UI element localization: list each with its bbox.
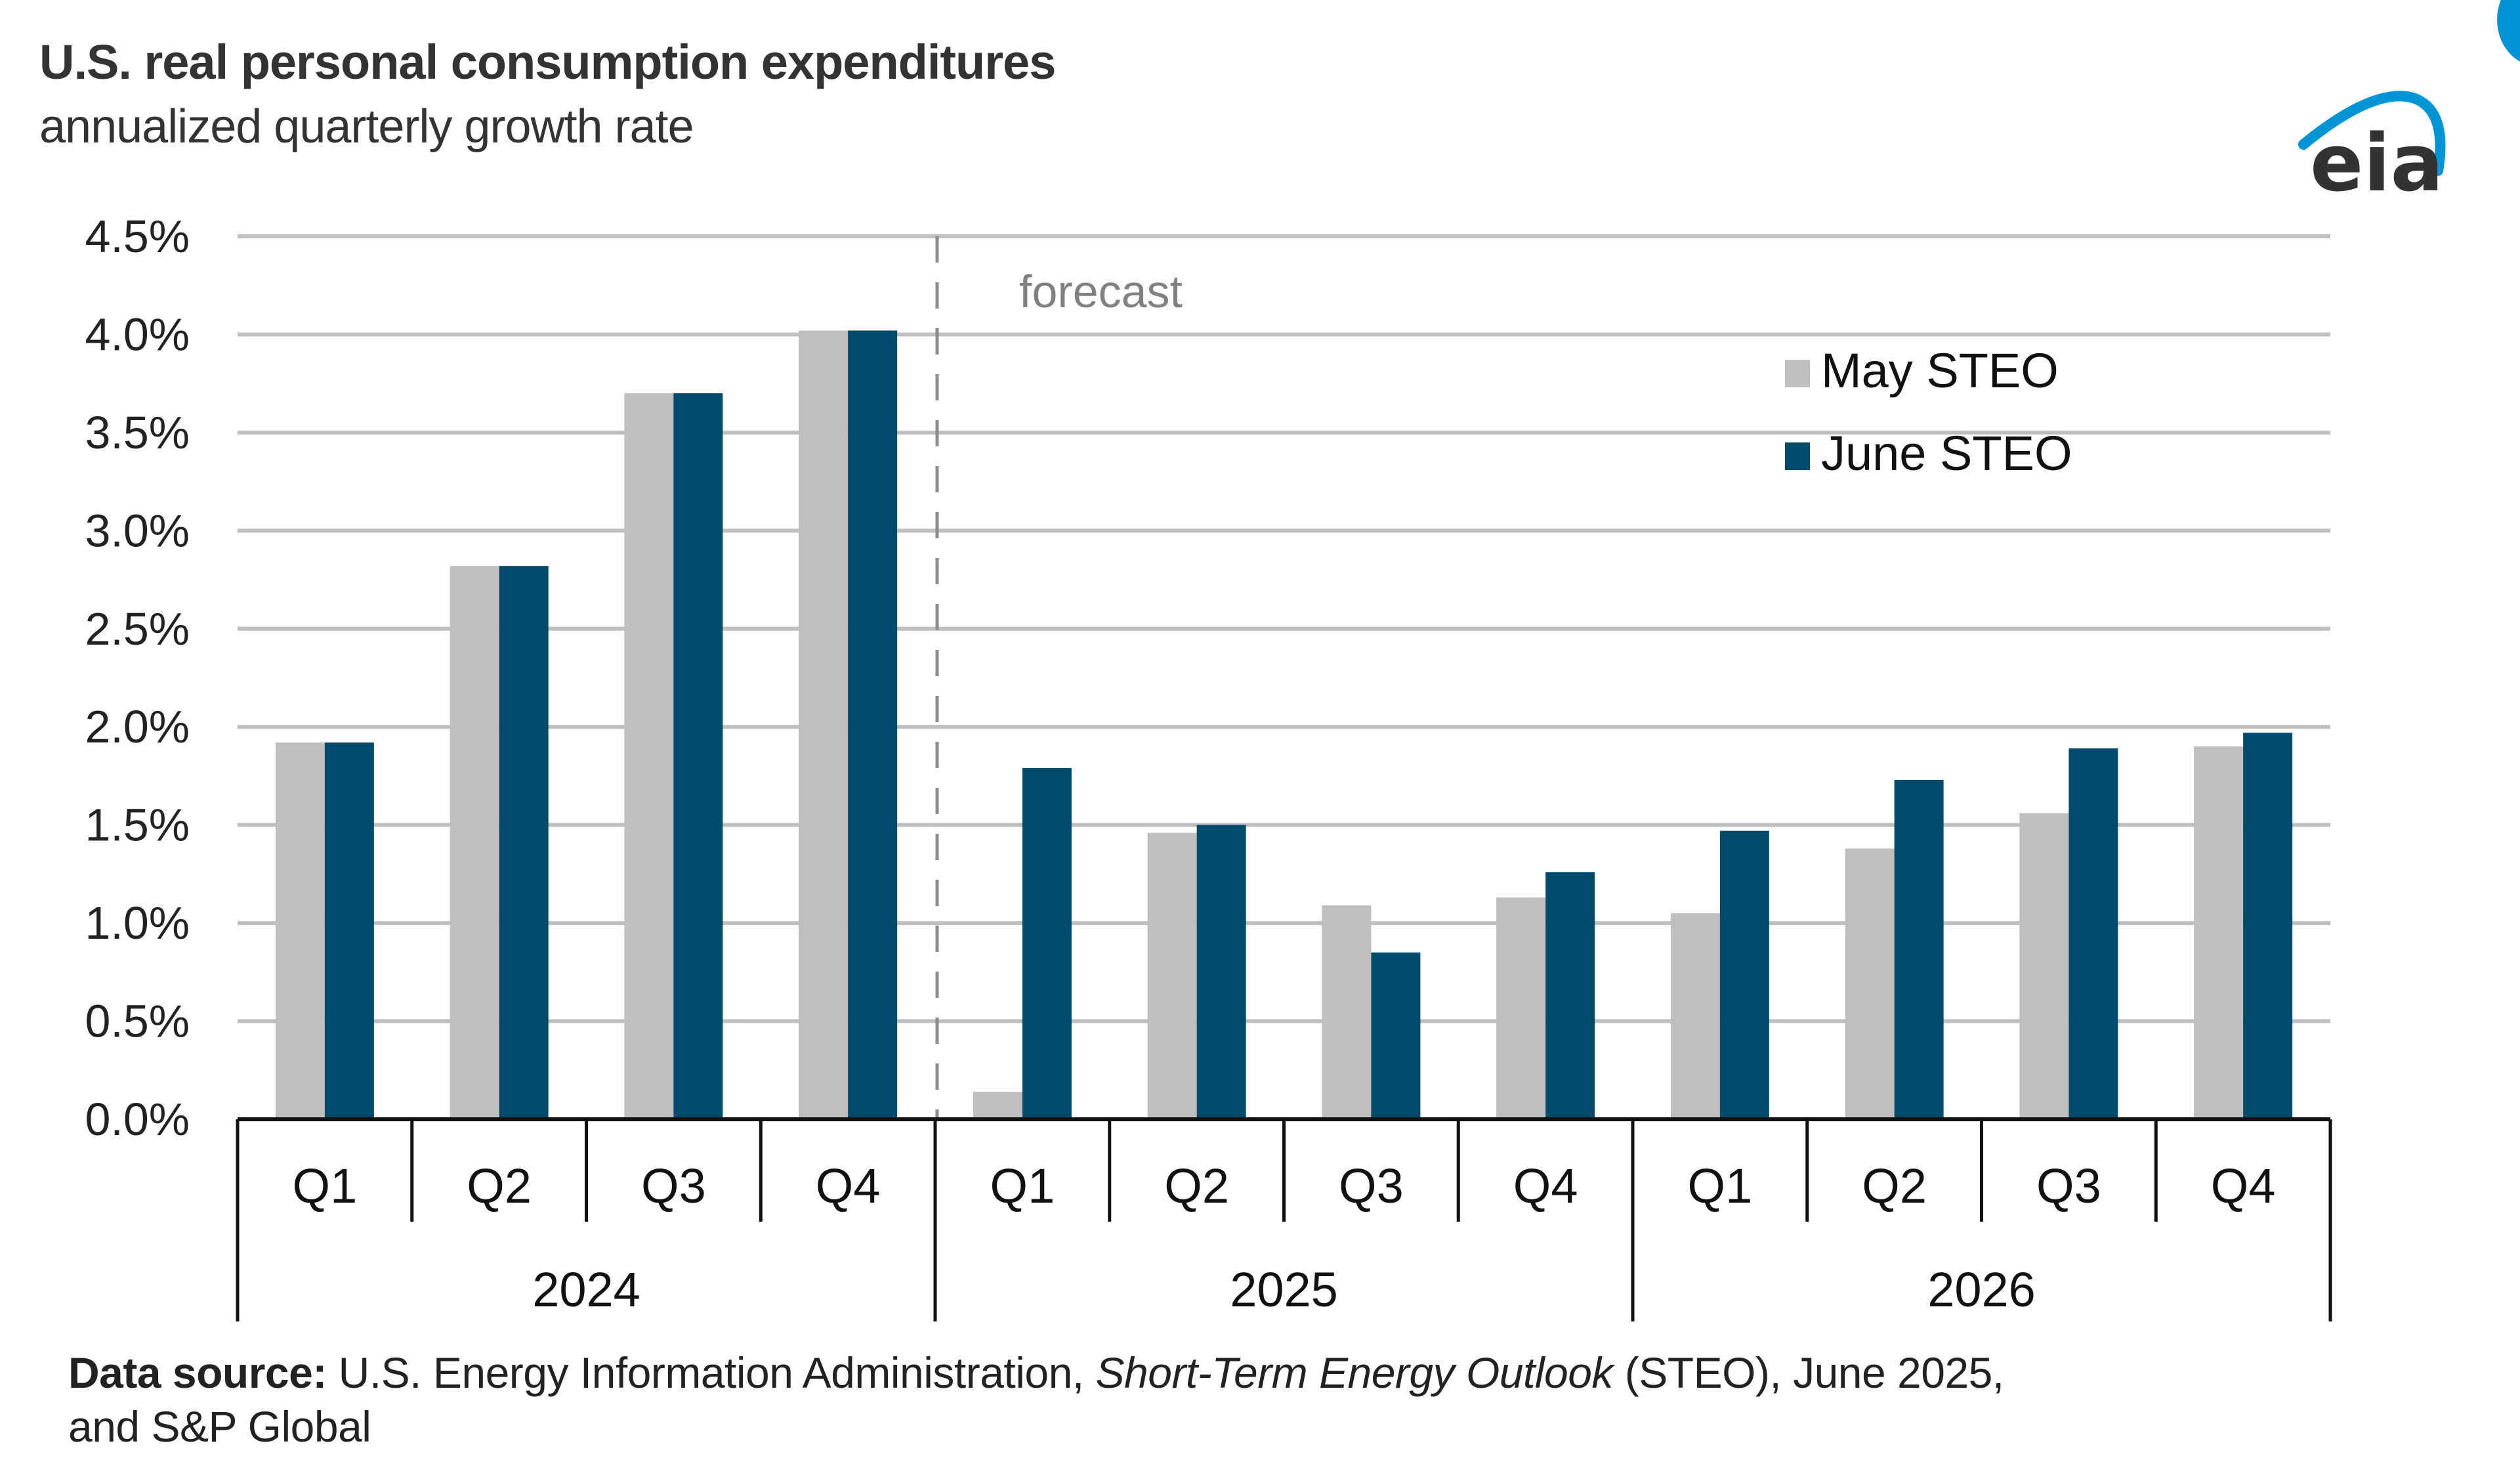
source-publication: Short-Term Energy Outlook: [1095, 1348, 1614, 1397]
bar-june-steo: [1371, 952, 1421, 1119]
x-group-label: 2025: [1230, 1262, 1338, 1317]
legend: May STEO June STEO: [1785, 343, 2072, 481]
bar-may-steo: [275, 742, 325, 1119]
y-axis-ticks: 0.0% 0.5% 1.0% 1.5% 2.0% 2.5% 3.0% 3.5% 4.0% 4.5%: [85, 211, 190, 1145]
y-tick-label: 0.0%: [85, 1094, 190, 1145]
bar-june-steo: [673, 393, 723, 1119]
eia-logo-text: eia: [2310, 118, 2444, 204]
x-tick-label: Q3: [2036, 1159, 2101, 1213]
chart-title: U.S. real personal consumption expenditu…: [39, 35, 1056, 89]
bar-june-steo: [324, 742, 374, 1119]
bar-may-steo: [973, 1092, 1022, 1119]
source-text: U.S. Energy Information Administration,: [326, 1348, 1096, 1397]
x-axis: Q1 Q2 Q3 Q4 Q1 Q2 Q3 Q4 Q1 Q2 Q3 Q4 2024 2025 2026: [236, 1117, 2332, 1321]
bar-may-steo: [1147, 832, 1197, 1119]
bar-june-steo: [1719, 830, 1769, 1119]
x-tick-label: Q3: [1339, 1159, 1404, 1213]
x-tick-label: Q2: [467, 1159, 532, 1213]
bar-may-steo: [2194, 746, 2244, 1119]
data-source-note: Data source: U.S. Energy Information Adm…: [68, 1346, 2431, 1453]
legend-swatch-june: [1785, 442, 1810, 470]
x-tick-label: Q1: [293, 1159, 358, 1213]
y-tick-label: 3.0%: [85, 505, 190, 556]
bar-may-steo: [1322, 905, 1372, 1119]
x-tick-label: Q4: [1513, 1159, 1578, 1213]
bar-june-steo: [848, 330, 898, 1119]
bar-june-steo: [1196, 825, 1246, 1119]
bar-june-steo: [1894, 779, 1944, 1119]
y-tick-label: 4.5%: [85, 211, 190, 262]
x-tick-label: Q2: [1862, 1159, 1927, 1213]
bar-may-steo: [624, 393, 674, 1119]
bar-june-steo: [1022, 767, 1072, 1119]
legend-label-may: May STEO: [1821, 343, 2059, 398]
forecast-label: forecast: [1019, 266, 1183, 317]
legend-swatch-may: [1785, 360, 1810, 387]
y-tick-label: 3.5%: [85, 407, 190, 458]
source-text-after: (STEO), June 2025,: [1612, 1348, 2004, 1397]
bar-may-steo: [2019, 813, 2069, 1119]
legend-label-june: June STEO: [1821, 426, 2072, 481]
bar-june-steo: [1545, 872, 1595, 1119]
y-tick-label: 1.5%: [85, 800, 190, 851]
bar-june-steo: [2243, 733, 2293, 1119]
source-line-2: and S&P Global: [68, 1402, 371, 1451]
gridlines: [238, 234, 2330, 1023]
x-tick-label: Q4: [2211, 1159, 2276, 1213]
x-tick-label: Q4: [816, 1159, 881, 1213]
bar-may-steo: [450, 566, 499, 1119]
x-tick-label: Q3: [641, 1159, 706, 1213]
y-tick-label: 0.5%: [85, 996, 190, 1047]
bar-may-steo: [1670, 913, 1720, 1119]
y-tick-label: 2.5%: [85, 603, 190, 654]
bar-june-steo: [499, 566, 549, 1119]
chart-subtitle: annualized quarterly growth rate: [39, 100, 694, 153]
x-group-label: 2026: [1927, 1262, 2036, 1317]
source-label: Data source:: [68, 1348, 327, 1397]
forecast-annotation: forecast: [935, 236, 1183, 1119]
bar-june-steo: [2068, 748, 2118, 1119]
x-tick-label: Q1: [1688, 1159, 1753, 1213]
x-group-label: 2024: [532, 1262, 640, 1317]
x-tick-label: Q1: [990, 1159, 1055, 1213]
y-tick-label: 4.0%: [85, 309, 190, 360]
eia-logo-icon: eia: [2298, 91, 2446, 204]
x-tick-label: Q2: [1164, 1159, 1229, 1213]
y-tick-label: 2.0%: [85, 701, 190, 752]
bar-may-steo: [799, 330, 849, 1119]
y-tick-label: 1.0%: [85, 897, 190, 949]
bar-may-steo: [1496, 897, 1546, 1119]
bars: [275, 330, 2293, 1119]
bar-may-steo: [1845, 848, 1895, 1119]
